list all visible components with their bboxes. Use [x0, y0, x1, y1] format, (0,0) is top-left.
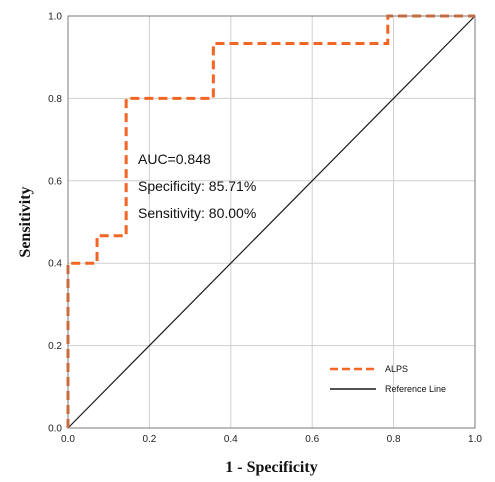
x-tick-labels: 0.0 0.2 0.4 0.6 0.8 1.0 — [61, 434, 482, 445]
x-tick-label: 0.6 — [305, 434, 319, 445]
reference-line-layer — [67, 15, 476, 429]
y-tick-label: 0.8 — [48, 94, 62, 105]
legend-label-reference-line: Reference Line — [385, 384, 446, 394]
y-tick-label: 0.2 — [48, 341, 62, 352]
x-tick-label: 1.0 — [468, 434, 482, 445]
y-tick-label: 0.0 — [48, 424, 62, 435]
y-axis-title: Sensitivity — [17, 186, 34, 257]
sensitivity-annotation: Sensitivity: 80.00% — [138, 205, 256, 221]
x-tick-label: 0.2 — [142, 434, 156, 445]
alps-curve-layer — [66, 14, 475, 428]
x-tick-label: 0.0 — [61, 434, 75, 445]
x-tick-label: 0.8 — [387, 434, 401, 445]
plot-frame — [67, 15, 476, 429]
y-tick-label: 0.6 — [48, 176, 62, 187]
x-axis-title: 1 - Specificity — [225, 459, 317, 476]
legend: ALPS Reference Line — [330, 364, 446, 394]
alps-roc-curve — [66, 14, 475, 428]
legend-label-alps: ALPS — [385, 364, 408, 374]
reference-diagonal-line — [67, 15, 476, 429]
auc-annotations: AUC=0.848 Specificity: 85.71% Sensitivit… — [138, 151, 256, 221]
y-tick-labels: 0.0 0.2 0.4 0.6 0.8 1.0 — [48, 12, 62, 435]
y-tick-label: 0.4 — [48, 259, 62, 270]
y-tick-label: 1.0 — [48, 12, 62, 23]
x-tick-label: 0.4 — [224, 434, 238, 445]
specificity-annotation: Specificity: 85.71% — [138, 178, 256, 194]
auc-annotation: AUC=0.848 — [138, 151, 211, 167]
